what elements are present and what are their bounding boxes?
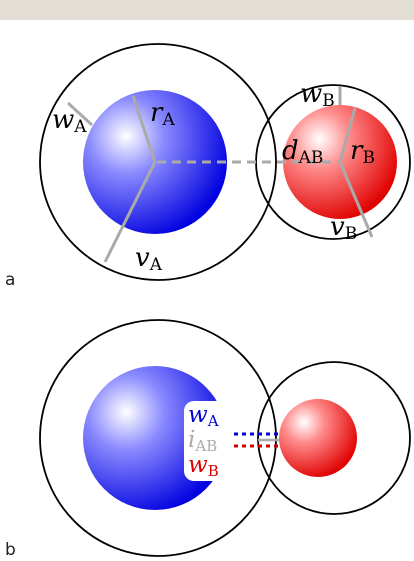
v-line-a bbox=[103, 161, 157, 263]
panel-a: wA rA vA wB dAB rB vB a bbox=[5, 43, 411, 290]
panel-label-a: a bbox=[5, 270, 15, 290]
label-d-ab: dAB bbox=[282, 136, 323, 168]
w-line-a bbox=[66, 101, 94, 127]
top-border-bar bbox=[0, 0, 414, 20]
panel-b: wA iAB wB b bbox=[5, 319, 411, 560]
overlap-label-box bbox=[184, 401, 230, 481]
radius-line-a bbox=[131, 95, 157, 163]
sphere-b bbox=[279, 399, 357, 477]
label-v-b: vB bbox=[330, 212, 357, 244]
radius-line-b bbox=[338, 107, 357, 163]
outer-circle-a bbox=[39, 319, 277, 557]
label-r-a: rA bbox=[150, 98, 175, 130]
label-w-a-b: wA bbox=[188, 402, 219, 430]
label-i-ab: iAB bbox=[188, 427, 217, 455]
panel-label-b: b bbox=[5, 540, 16, 560]
v-line-b bbox=[338, 161, 374, 238]
label-v-a: vA bbox=[135, 243, 163, 275]
label-r-b: rB bbox=[350, 136, 375, 168]
label-w-b-b: wB bbox=[188, 452, 219, 480]
outer-circle-a bbox=[39, 43, 277, 281]
label-w-a: wA bbox=[52, 105, 87, 137]
label-w-b: wB bbox=[300, 79, 335, 111]
outer-circle-b bbox=[257, 361, 411, 515]
